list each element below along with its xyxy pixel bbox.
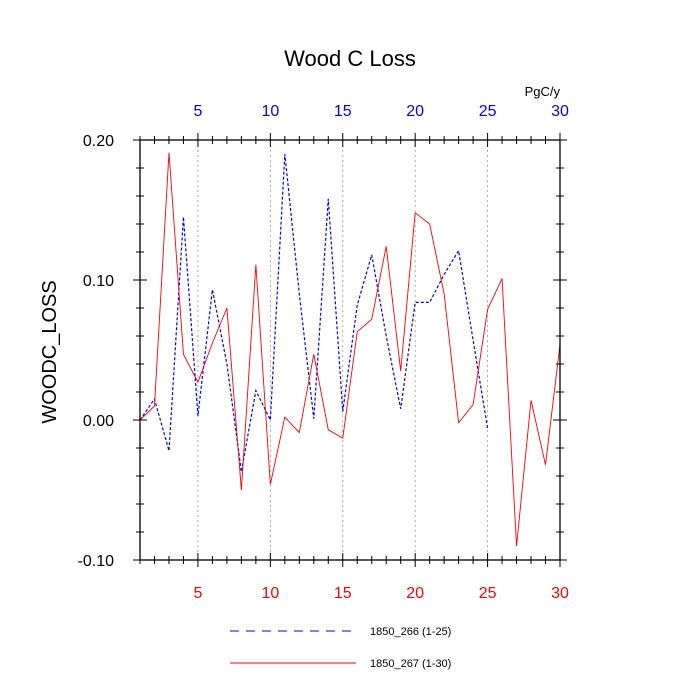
- legend-label-1: 1850_266 (1-25): [370, 626, 451, 638]
- plot-frame: [139, 139, 561, 561]
- x-tick-label-bottom: 25: [479, 585, 497, 602]
- series-line-1: [139, 153, 489, 472]
- x-tick-label-top: 30: [551, 103, 569, 120]
- series-line-2: [139, 152, 561, 547]
- x-tick-label-bottom: 15: [334, 585, 352, 602]
- y-tick-label: 0.00: [83, 413, 114, 430]
- vertical-grid: [197, 140, 488, 560]
- x-tick-label-bottom: 10: [261, 585, 279, 602]
- series-layer: [139, 152, 561, 547]
- y-axis-label: WOODC_LOSS: [39, 280, 61, 423]
- units-label: PgC/y: [525, 84, 561, 99]
- axes-ticks: 5 10 15 20 25 30 5 10 15 20 25 30 -0.10 0.00 0.10 0.20: [78, 103, 569, 602]
- x-tick-label-top: 25: [479, 103, 497, 120]
- x-tick-label-top: 5: [193, 103, 202, 120]
- x-tick-label-top: 15: [334, 103, 352, 120]
- x-tick-label-bottom: 30: [551, 585, 569, 602]
- legend-label-2: 1850_267 (1-30): [370, 658, 451, 670]
- x-tick-label-top: 20: [406, 103, 424, 120]
- x-tick-label-top: 10: [261, 103, 279, 120]
- x-tick-label-bottom: 5: [193, 585, 202, 602]
- y-tick-label: 0.20: [83, 133, 114, 150]
- chart-title: Wood C Loss: [284, 46, 416, 71]
- x-tick-label-bottom: 20: [406, 585, 424, 602]
- y-tick-label: -0.10: [78, 553, 115, 570]
- y-tick-label: 0.10: [83, 273, 114, 290]
- legend: 1850_266 (1-25) 1850_267 (1-30): [230, 626, 451, 670]
